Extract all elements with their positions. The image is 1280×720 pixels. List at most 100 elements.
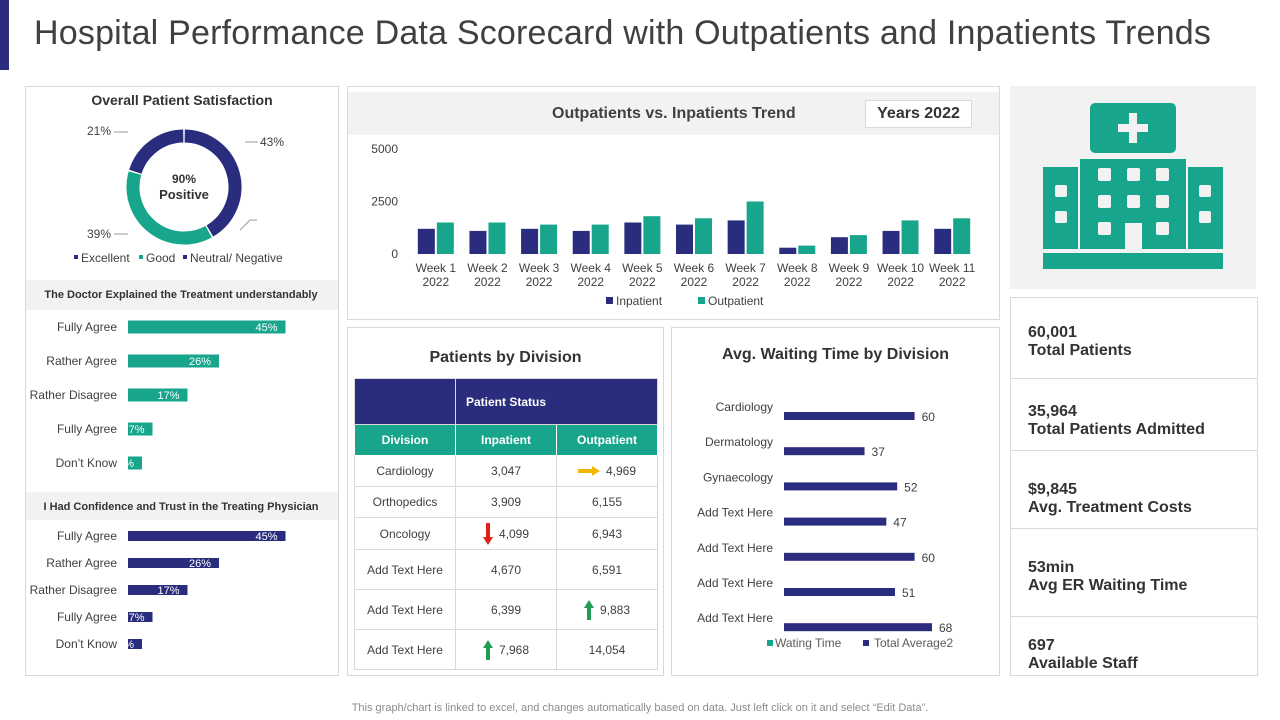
x-tick-label: 2022: [887, 275, 914, 289]
table-header-outpatient: Outpatient: [556, 424, 658, 456]
page-title: Hospital Performance Data Scorecard with…: [34, 14, 1212, 52]
kpi-value: 53min: [1028, 559, 1075, 576]
donut-label-neutral: 21%: [87, 124, 111, 138]
legend-swatch: [698, 297, 705, 304]
cell-inpatient: 3,047: [455, 455, 557, 487]
kpi-total-patients: 60,001 Total Patients: [1011, 298, 1257, 378]
x-tick-label: Week 8: [777, 261, 818, 275]
waiting-bar: [784, 517, 887, 526]
x-tick-label: 2022: [939, 275, 966, 289]
kpi-label: Total Patients Admitted: [1028, 421, 1205, 438]
section-header-bg: [26, 280, 338, 310]
bar-value-label: 45%: [255, 531, 277, 543]
table-row: Oncology 4,099 6,943: [354, 517, 658, 550]
bar-value-label: 68: [939, 621, 953, 635]
x-tick-label: 2022: [732, 275, 759, 289]
table-header-division: Division: [354, 424, 456, 456]
kpi-er-waiting: 53min Avg ER Waiting Time: [1011, 528, 1257, 616]
bar-category-label: Rather Disagree: [30, 583, 118, 597]
bar-value-label: 51: [902, 586, 916, 600]
bar-value-label: 4%: [118, 639, 134, 651]
bar-value-label: 26%: [189, 558, 211, 570]
bar-value-label: 37: [872, 445, 886, 459]
bar-category-label: Cardiology: [716, 400, 773, 414]
legend-excellent: Excellent: [81, 251, 130, 265]
bar-value-label: 7%: [129, 612, 145, 624]
bar-category-label: Fully Agree: [57, 529, 117, 543]
left-charts: Overall Patient Satisfaction 90% Positiv…: [30, 92, 319, 651]
bar: [128, 639, 142, 649]
table-header-patient-status: Patient Status: [455, 378, 658, 425]
cell-value: 4,099: [498, 526, 530, 541]
x-tick-label: Week 2: [467, 261, 508, 275]
donut-label-text: 43%: [260, 135, 284, 149]
x-tick-label: Week 9: [829, 261, 870, 275]
trend-bar: [779, 247, 797, 254]
kpi-label: Avg. Treatment Costs: [1028, 499, 1192, 516]
bar-value-label: 47: [893, 516, 907, 530]
trend-bar: [591, 224, 609, 254]
waiting-bar: [784, 482, 898, 491]
legend-swatch-waiting: [767, 640, 773, 646]
cell-value: 4,969: [605, 464, 637, 478]
kpi-label: Avg ER Waiting Time: [1028, 577, 1188, 594]
trend-bar: [417, 228, 435, 254]
legend-swatch-average: [863, 640, 869, 646]
bar-category-label: Rather Agree: [46, 354, 117, 368]
cell-inpatient: 6,399: [455, 589, 557, 630]
table-row: Orthopedics 3,909 6,155: [354, 486, 658, 518]
waiting-bar: [784, 552, 915, 561]
doctor-explained-chart: Fully Agree 45% Rather Agree 26% Rather Disa…: [30, 320, 286, 470]
trend-title: Outpatients vs. Inpatients Trend: [552, 105, 796, 122]
arrow-down-icon: [482, 522, 493, 545]
x-tick-label: 2022: [629, 275, 656, 289]
legend-swatch-excellent: [74, 255, 78, 259]
bar-value-label: 7%: [129, 424, 145, 436]
x-tick-label: 2022: [422, 275, 449, 289]
waiting-panel: [671, 327, 1000, 676]
cell-inpatient: 4,670: [455, 549, 557, 590]
kpi-panel: [1010, 297, 1258, 676]
cell-outpatient: 6,155: [556, 486, 658, 518]
bar-value-label: 45%: [255, 322, 277, 334]
cell-division: Oncology: [354, 517, 456, 550]
kpi-value: $9,845: [1028, 481, 1077, 498]
bar-category-label: Add Text Here: [697, 611, 773, 625]
y-tick-label: 2500: [371, 195, 398, 209]
trend-bar: [643, 216, 661, 254]
cell-outpatient: 6,591: [556, 549, 658, 590]
division-title: Patients by Division: [429, 349, 582, 366]
confidence-title: I Had Confidence and Trust in the Treati…: [43, 501, 318, 513]
x-tick-label: 2022: [474, 275, 501, 289]
table-row: Cardiology 3,047 4,969: [354, 455, 658, 487]
legend-label: Outpatient: [708, 294, 764, 308]
x-tick-label: Week 11: [929, 261, 976, 275]
year-selector[interactable]: Years 2022: [865, 100, 972, 128]
cell-outpatient: 4,969: [556, 455, 658, 487]
bar-value-label: 17%: [157, 585, 179, 597]
trend-bar: [572, 230, 590, 254]
kpi-value: 697: [1028, 637, 1055, 654]
cell-value: 7,968: [498, 642, 530, 657]
title-accent-bar: [0, 0, 9, 70]
waiting-bar: [784, 623, 932, 632]
hospital-building-icon: [1043, 103, 1223, 269]
waiting-title: Avg. Waiting Time by Division: [722, 346, 949, 363]
bar-category-label: Rather Agree: [46, 556, 117, 570]
legend-swatch-neutral: [183, 255, 187, 259]
legend-swatch-good: [139, 255, 143, 259]
trend-bar: [727, 220, 745, 254]
trend-bar: [849, 235, 867, 254]
division-table: Patient Status Division Inpatient Outpat…: [354, 378, 658, 670]
kpi-value: 35,964: [1028, 403, 1077, 420]
legend-total-average: Total Average2: [874, 636, 953, 650]
trend-bar: [469, 230, 487, 254]
legend-waiting-time: Wating Time: [775, 636, 842, 650]
x-tick-label: 2022: [577, 275, 604, 289]
donut-label-excellent: 43%: [239, 135, 284, 231]
table-row: Add Text Here 4,670 6,591: [354, 549, 658, 590]
waiting-bar: [784, 588, 895, 596]
bar: [128, 422, 153, 436]
x-tick-label: Week 4: [570, 261, 611, 275]
bar: [128, 320, 286, 334]
